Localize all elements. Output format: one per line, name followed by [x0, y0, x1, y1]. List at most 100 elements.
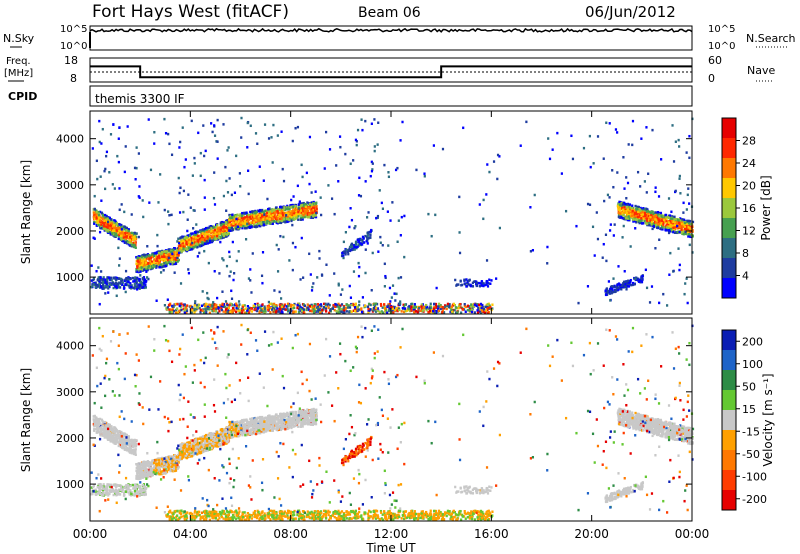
power-cell — [106, 280, 109, 284]
power-cell — [613, 290, 616, 294]
power-cell — [112, 221, 115, 224]
power-cell — [630, 214, 634, 217]
power-cell — [617, 288, 620, 291]
power-cell — [220, 308, 224, 312]
power-cell — [124, 278, 127, 281]
power-cell — [231, 228, 234, 231]
power-cell — [117, 225, 120, 228]
power-cell — [235, 302, 238, 305]
power-cell — [223, 232, 227, 235]
power-cell — [671, 225, 674, 229]
power-cell — [182, 307, 185, 311]
power-cell — [478, 203, 481, 206]
power-cell — [287, 304, 290, 308]
power-cell — [439, 304, 442, 307]
power-cell — [343, 304, 346, 308]
power-cell — [350, 310, 353, 313]
power-cell — [219, 223, 223, 227]
power-cell — [108, 285, 111, 289]
power-cell — [652, 217, 656, 221]
power-cell — [383, 262, 386, 266]
power-cell — [172, 258, 176, 262]
power-cell — [340, 307, 343, 311]
power-cell — [446, 302, 450, 306]
power-cell — [376, 214, 380, 218]
power-cell — [371, 162, 374, 165]
power-cell — [347, 304, 350, 307]
power-cell — [199, 240, 202, 243]
power-cell — [225, 264, 229, 268]
power-cell — [665, 304, 669, 307]
power-cell — [257, 220, 260, 223]
power-cell — [488, 170, 491, 174]
power-cell — [165, 253, 168, 256]
power-cell — [354, 225, 357, 228]
power-cell — [683, 292, 686, 296]
power-cell — [348, 306, 352, 309]
power-cell — [168, 142, 171, 146]
power-cell — [336, 311, 339, 314]
power-cell — [616, 171, 619, 174]
power-cell — [134, 276, 137, 279]
power-cell — [189, 304, 192, 308]
power-cell — [147, 257, 150, 261]
power-cell — [485, 193, 488, 196]
power-cell — [625, 176, 628, 179]
power-cell — [376, 307, 379, 310]
power-cell — [224, 235, 227, 238]
power-cell — [118, 233, 121, 236]
power-cell — [433, 302, 436, 306]
power-cell — [175, 308, 178, 312]
power-cell — [139, 274, 142, 277]
power-cell — [641, 222, 644, 225]
power-cell — [675, 220, 678, 223]
power-cell — [111, 232, 114, 235]
power-cell — [435, 311, 438, 314]
power-cell — [119, 236, 122, 240]
power-cell — [145, 276, 149, 279]
power-cell — [222, 224, 225, 228]
power-cell — [118, 187, 121, 190]
power-cell — [354, 307, 357, 311]
power-cell — [278, 290, 281, 294]
power-cell — [188, 246, 191, 249]
power-cell — [311, 206, 315, 209]
power-cell — [337, 305, 340, 309]
power-cell — [196, 234, 200, 238]
power-cell — [623, 204, 626, 208]
power-cell — [271, 217, 275, 221]
power-cell — [285, 206, 288, 209]
power-cell — [171, 309, 174, 312]
power-cell — [182, 245, 185, 248]
power-cell — [202, 124, 205, 127]
power-cell — [640, 277, 643, 280]
power-cell — [98, 140, 101, 144]
power-cell — [321, 308, 324, 312]
power-cell — [374, 310, 378, 313]
power-cell — [688, 225, 691, 228]
power-cell — [95, 210, 98, 214]
power-cell — [230, 193, 233, 197]
power-cell — [153, 258, 156, 261]
power-cell — [374, 302, 378, 305]
power-cell — [221, 233, 225, 236]
power-cell — [630, 211, 633, 214]
power-cell — [230, 226, 234, 230]
power-cell — [171, 254, 174, 257]
power-cell — [198, 237, 201, 241]
power-cell — [100, 225, 103, 228]
nsearch-tick-high: 10^5 — [708, 24, 735, 35]
power-cell — [669, 217, 673, 221]
power-cell — [247, 226, 250, 229]
power-cell — [243, 311, 246, 314]
power-cell — [253, 302, 257, 306]
power-cell — [475, 304, 478, 308]
nsearch-tick-low: 10^0 — [708, 41, 735, 52]
power-cell — [609, 299, 612, 302]
power-cell — [261, 251, 265, 254]
power-cell — [262, 217, 265, 221]
power-cell — [131, 276, 134, 280]
power-cell — [128, 238, 132, 242]
power-cell — [381, 311, 385, 315]
power-cell — [379, 235, 382, 239]
